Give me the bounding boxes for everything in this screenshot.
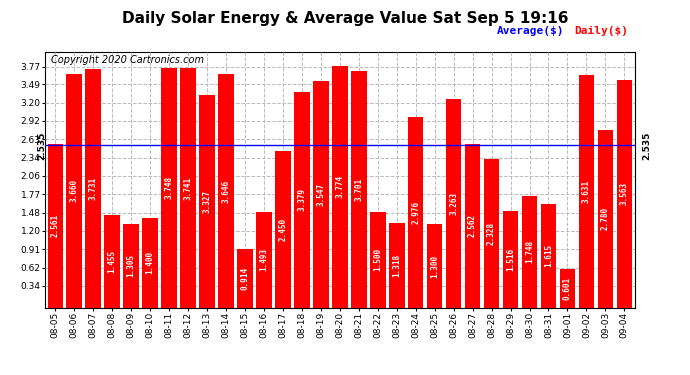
Bar bbox=[484, 159, 500, 308]
Bar bbox=[522, 196, 538, 308]
Text: 2.562: 2.562 bbox=[468, 214, 477, 237]
Text: 1.516: 1.516 bbox=[506, 248, 515, 271]
Text: 3.547: 3.547 bbox=[316, 183, 326, 206]
Bar bbox=[446, 99, 462, 308]
Bar bbox=[86, 69, 101, 308]
Text: 1.455: 1.455 bbox=[108, 249, 117, 273]
Bar bbox=[66, 74, 82, 308]
Text: 0.914: 0.914 bbox=[241, 267, 250, 290]
Bar bbox=[579, 75, 594, 308]
Bar bbox=[313, 81, 328, 308]
Bar bbox=[560, 269, 575, 308]
Bar bbox=[389, 223, 404, 308]
Bar bbox=[617, 80, 632, 308]
Text: 2.561: 2.561 bbox=[51, 214, 60, 237]
Text: 2.535: 2.535 bbox=[37, 131, 46, 160]
Text: 3.774: 3.774 bbox=[335, 176, 344, 198]
Text: 1.300: 1.300 bbox=[430, 254, 439, 278]
Text: 1.748: 1.748 bbox=[525, 240, 534, 263]
Text: 3.701: 3.701 bbox=[354, 178, 364, 201]
Text: 3.660: 3.660 bbox=[70, 179, 79, 202]
Bar bbox=[199, 95, 215, 308]
Bar bbox=[351, 71, 366, 308]
Bar bbox=[48, 144, 63, 308]
Text: 2.328: 2.328 bbox=[487, 222, 496, 245]
Text: 1.305: 1.305 bbox=[127, 254, 136, 278]
Bar bbox=[408, 117, 424, 308]
Text: 1.493: 1.493 bbox=[259, 248, 268, 272]
Text: 3.748: 3.748 bbox=[165, 176, 174, 199]
Text: 3.263: 3.263 bbox=[449, 192, 458, 215]
Text: 3.327: 3.327 bbox=[203, 190, 212, 213]
Text: 3.631: 3.631 bbox=[582, 180, 591, 203]
Bar bbox=[180, 68, 196, 308]
Text: Copyright 2020 Cartronics.com: Copyright 2020 Cartronics.com bbox=[51, 55, 204, 65]
Bar bbox=[161, 68, 177, 308]
Bar bbox=[427, 224, 442, 308]
Text: Daily($): Daily($) bbox=[574, 26, 628, 36]
Bar bbox=[332, 66, 348, 308]
Text: 1.318: 1.318 bbox=[392, 254, 401, 277]
Bar bbox=[218, 75, 234, 308]
Bar bbox=[370, 211, 386, 308]
Text: 1.615: 1.615 bbox=[544, 244, 553, 267]
Text: Average($): Average($) bbox=[497, 26, 564, 36]
Bar bbox=[294, 92, 310, 308]
Text: 2.450: 2.450 bbox=[279, 217, 288, 241]
Text: 3.646: 3.646 bbox=[221, 179, 230, 203]
Bar bbox=[275, 151, 290, 308]
Bar bbox=[465, 144, 480, 308]
Text: 3.741: 3.741 bbox=[184, 176, 193, 200]
Text: 3.563: 3.563 bbox=[620, 182, 629, 205]
Bar bbox=[237, 249, 253, 308]
Bar bbox=[598, 130, 613, 308]
Bar bbox=[104, 214, 120, 308]
Text: 2.976: 2.976 bbox=[411, 201, 420, 224]
Bar bbox=[503, 211, 518, 308]
Bar bbox=[541, 204, 556, 308]
Text: Daily Solar Energy & Average Value Sat Sep 5 19:16: Daily Solar Energy & Average Value Sat S… bbox=[121, 11, 569, 26]
Text: 3.379: 3.379 bbox=[297, 188, 306, 211]
Text: 2.780: 2.780 bbox=[601, 207, 610, 230]
Text: 1.400: 1.400 bbox=[146, 251, 155, 274]
Text: 3.731: 3.731 bbox=[89, 177, 98, 200]
Text: 0.601: 0.601 bbox=[563, 277, 572, 300]
Text: 2.535: 2.535 bbox=[642, 131, 651, 160]
Bar bbox=[256, 212, 272, 308]
Bar bbox=[124, 224, 139, 308]
Text: 1.500: 1.500 bbox=[373, 248, 382, 271]
Bar bbox=[142, 218, 158, 308]
